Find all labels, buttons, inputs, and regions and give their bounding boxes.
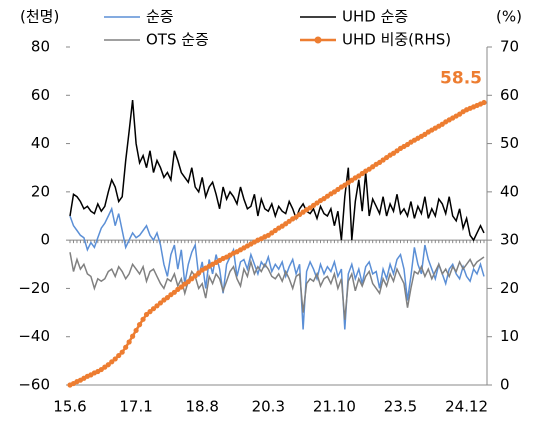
- legend-label: UHD 순증: [342, 8, 408, 26]
- series-marker: [171, 289, 177, 295]
- series-marker: [136, 322, 143, 328]
- y2-tick-label: 40: [500, 182, 519, 200]
- y-tick-label: 40: [31, 134, 50, 152]
- series-marker: [105, 362, 111, 368]
- y2-tick-label: 20: [500, 279, 519, 297]
- series-marker: [143, 311, 150, 318]
- series-marker: [189, 276, 195, 282]
- series-marker: [147, 309, 153, 315]
- series-marker: [109, 359, 115, 365]
- legend-label: OTS 순증: [146, 31, 209, 49]
- x-tick-label: 18.8: [185, 398, 218, 416]
- y-tick-label: 80: [31, 38, 50, 56]
- y2-tick-label: 60: [500, 86, 519, 104]
- legend-label: UHD 비중(RHS): [342, 31, 451, 49]
- series-marker: [185, 279, 191, 285]
- legend-label: 순증: [146, 8, 174, 26]
- x-tick-label: 23.5: [384, 398, 417, 416]
- x-tick-label: 21.10: [313, 398, 356, 416]
- y2-tick-label: 0: [500, 376, 510, 394]
- data-label: 58.5: [440, 69, 482, 89]
- y-tick-label: 20: [31, 182, 50, 200]
- y-tick-label: −40: [18, 327, 50, 345]
- series-marker: [123, 344, 129, 350]
- series-line: [69, 206, 485, 330]
- series-line: [69, 101, 485, 387]
- series-marker: [164, 295, 171, 301]
- series-marker: [154, 303, 160, 309]
- series-line: [69, 252, 485, 320]
- x-tick-label: 17.1: [119, 398, 152, 416]
- series-marker: [150, 306, 157, 312]
- series-line: [69, 100, 485, 242]
- x-tick-label: 15.6: [53, 398, 86, 416]
- y2-axis-label: (%): [496, 8, 522, 26]
- y-tick-label: 0: [40, 231, 50, 249]
- series-marker: [140, 316, 146, 322]
- series-marker: [192, 273, 198, 279]
- series-marker: [116, 352, 122, 359]
- y-axis-label: (천명): [20, 8, 59, 26]
- series-marker: [178, 284, 184, 290]
- x-tick-label: 20.3: [252, 398, 285, 416]
- y-tick-label: −20: [18, 279, 50, 297]
- series-marker: [112, 356, 118, 362]
- y-tick-label: −60: [18, 376, 50, 394]
- series-marker: [119, 349, 125, 355]
- y2-tick-label: 30: [500, 231, 519, 249]
- series-marker: [126, 339, 132, 345]
- legend-marker: [314, 36, 322, 44]
- series-marker: [133, 327, 139, 334]
- y2-tick-label: 70: [500, 38, 519, 56]
- y2-tick-label: 50: [500, 134, 519, 152]
- y-tick-label: 60: [31, 86, 50, 104]
- x-tick-label: 24.12: [445, 398, 488, 416]
- series-marker: [481, 99, 487, 106]
- series-marker: [157, 300, 164, 306]
- series-marker: [196, 270, 202, 276]
- y2-tick-label: 10: [500, 327, 519, 345]
- series-marker: [130, 333, 136, 339]
